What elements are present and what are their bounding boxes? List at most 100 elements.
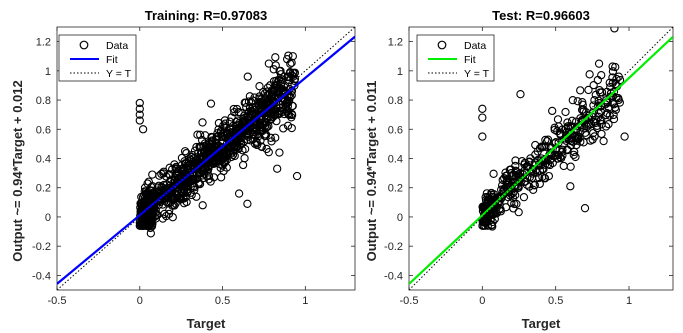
- test-data-point: [569, 150, 578, 160]
- training-data-point: [284, 51, 293, 60]
- training-data-point: [272, 98, 281, 107]
- training-legend: Data Fit Y = T: [58, 34, 137, 82]
- training-fit-line: [57, 35, 355, 285]
- test-data-point: [593, 75, 602, 85]
- test-data-point: [541, 142, 550, 151]
- training-data-point: [142, 212, 152, 221]
- test-data-point: [561, 124, 571, 134]
- training-data-point: [206, 99, 216, 108]
- training-data-point: [273, 164, 282, 173]
- test-data-point: [558, 125, 567, 134]
- training-data-point: [259, 87, 268, 97]
- test-y-tick-label: 0.4: [388, 154, 403, 166]
- test-y-tick-label: 0.2: [388, 183, 403, 195]
- test-data-point: [591, 90, 600, 100]
- training-data-point: [222, 155, 232, 165]
- test-y-axis-label: Output ~= 0.94*Target + 0.011: [364, 81, 379, 262]
- training-data-point: [260, 130, 269, 139]
- training-data-point: [292, 171, 302, 181]
- test-data-point: [568, 96, 577, 105]
- training-data-point: [196, 130, 205, 139]
- test-data-point: [561, 107, 570, 117]
- training-data-point: [198, 201, 207, 210]
- test-legend-data-marker: [437, 40, 447, 50]
- training-data-point: [244, 112, 253, 121]
- training-data-point: [135, 110, 144, 119]
- test-data-point: [580, 204, 590, 213]
- test-data-point: [542, 137, 552, 146]
- test-data-point: [512, 199, 521, 209]
- test-data-point: [502, 176, 512, 185]
- test-data-point: [597, 120, 606, 129]
- training-data-point: [148, 191, 157, 200]
- training-y-tick-label: 1.2: [36, 37, 51, 49]
- training-data-point: [162, 180, 171, 189]
- training-data-point: [240, 154, 249, 163]
- training-data-point: [238, 146, 247, 155]
- training-x-tick-label: -0.5: [48, 295, 67, 307]
- test-data-point: [567, 116, 577, 125]
- test-y-tick-label: 1.2: [388, 37, 403, 49]
- test-data-point: [543, 135, 553, 144]
- training-data-point: [274, 75, 284, 84]
- test-data-point: [478, 217, 487, 226]
- training-data-point: [275, 148, 284, 157]
- test-data-point: [519, 193, 529, 202]
- test-data-point: [602, 110, 611, 120]
- test-data-point: [531, 140, 540, 150]
- training-data-point: [290, 68, 300, 77]
- test-data-point: [481, 195, 491, 205]
- training-data-point: [191, 175, 200, 185]
- training-data-point: [164, 209, 174, 219]
- test-data-point: [489, 169, 498, 178]
- training-data-point: [157, 169, 166, 179]
- training-data-point: [255, 118, 264, 128]
- test-data-point: [540, 160, 550, 169]
- training-data-point: [228, 150, 238, 160]
- training-data-point: [203, 166, 212, 175]
- training-data-point: [283, 72, 292, 82]
- training-data-point: [180, 147, 190, 156]
- test-identity-line: [409, 27, 673, 290]
- test-data-point: [511, 171, 520, 180]
- training-data-point: [246, 113, 255, 123]
- training-data-point: [200, 139, 210, 148]
- training-data-point: [252, 137, 261, 146]
- training-data-point: [177, 153, 187, 163]
- training-data-point: [278, 107, 287, 117]
- test-data-point: [614, 72, 623, 81]
- test-data-point: [590, 96, 599, 105]
- training-data-point: [142, 188, 152, 197]
- training-data-point: [287, 110, 297, 120]
- test-data-point: [584, 85, 593, 95]
- test-data-point: [570, 132, 580, 142]
- test-data-point: [609, 114, 619, 124]
- test-data-point: [576, 127, 585, 136]
- training-data-point: [195, 168, 204, 177]
- test-data-point: [525, 172, 535, 182]
- training-data-point: [240, 98, 249, 107]
- test-data-point: [571, 152, 580, 162]
- training-data-point: [220, 157, 230, 167]
- training-data-point: [182, 148, 191, 158]
- training-data-point: [138, 125, 148, 134]
- training-x-tick-label: 0.5: [215, 295, 230, 307]
- training-data-point: [198, 118, 207, 127]
- training-data-point: [176, 194, 186, 204]
- test-data-point: [611, 103, 620, 112]
- test-y-tick-label: 0.8: [388, 95, 403, 107]
- training-data-point: [271, 133, 280, 142]
- training-data-point: [214, 118, 224, 128]
- training-legend-data-marker: [79, 40, 89, 50]
- training-data-point: [171, 170, 180, 179]
- test-data-point: [603, 109, 612, 118]
- test-data-point: [495, 204, 504, 213]
- test-y-tick-label: -0.4: [384, 270, 403, 282]
- training-y-tick-label: 0.6: [36, 124, 51, 136]
- training-data-point: [242, 102, 251, 112]
- training-legend-fit-label: Fit: [106, 54, 118, 66]
- training-data-point: [205, 144, 214, 153]
- training-data-point: [212, 134, 221, 143]
- training-data-point: [229, 104, 238, 114]
